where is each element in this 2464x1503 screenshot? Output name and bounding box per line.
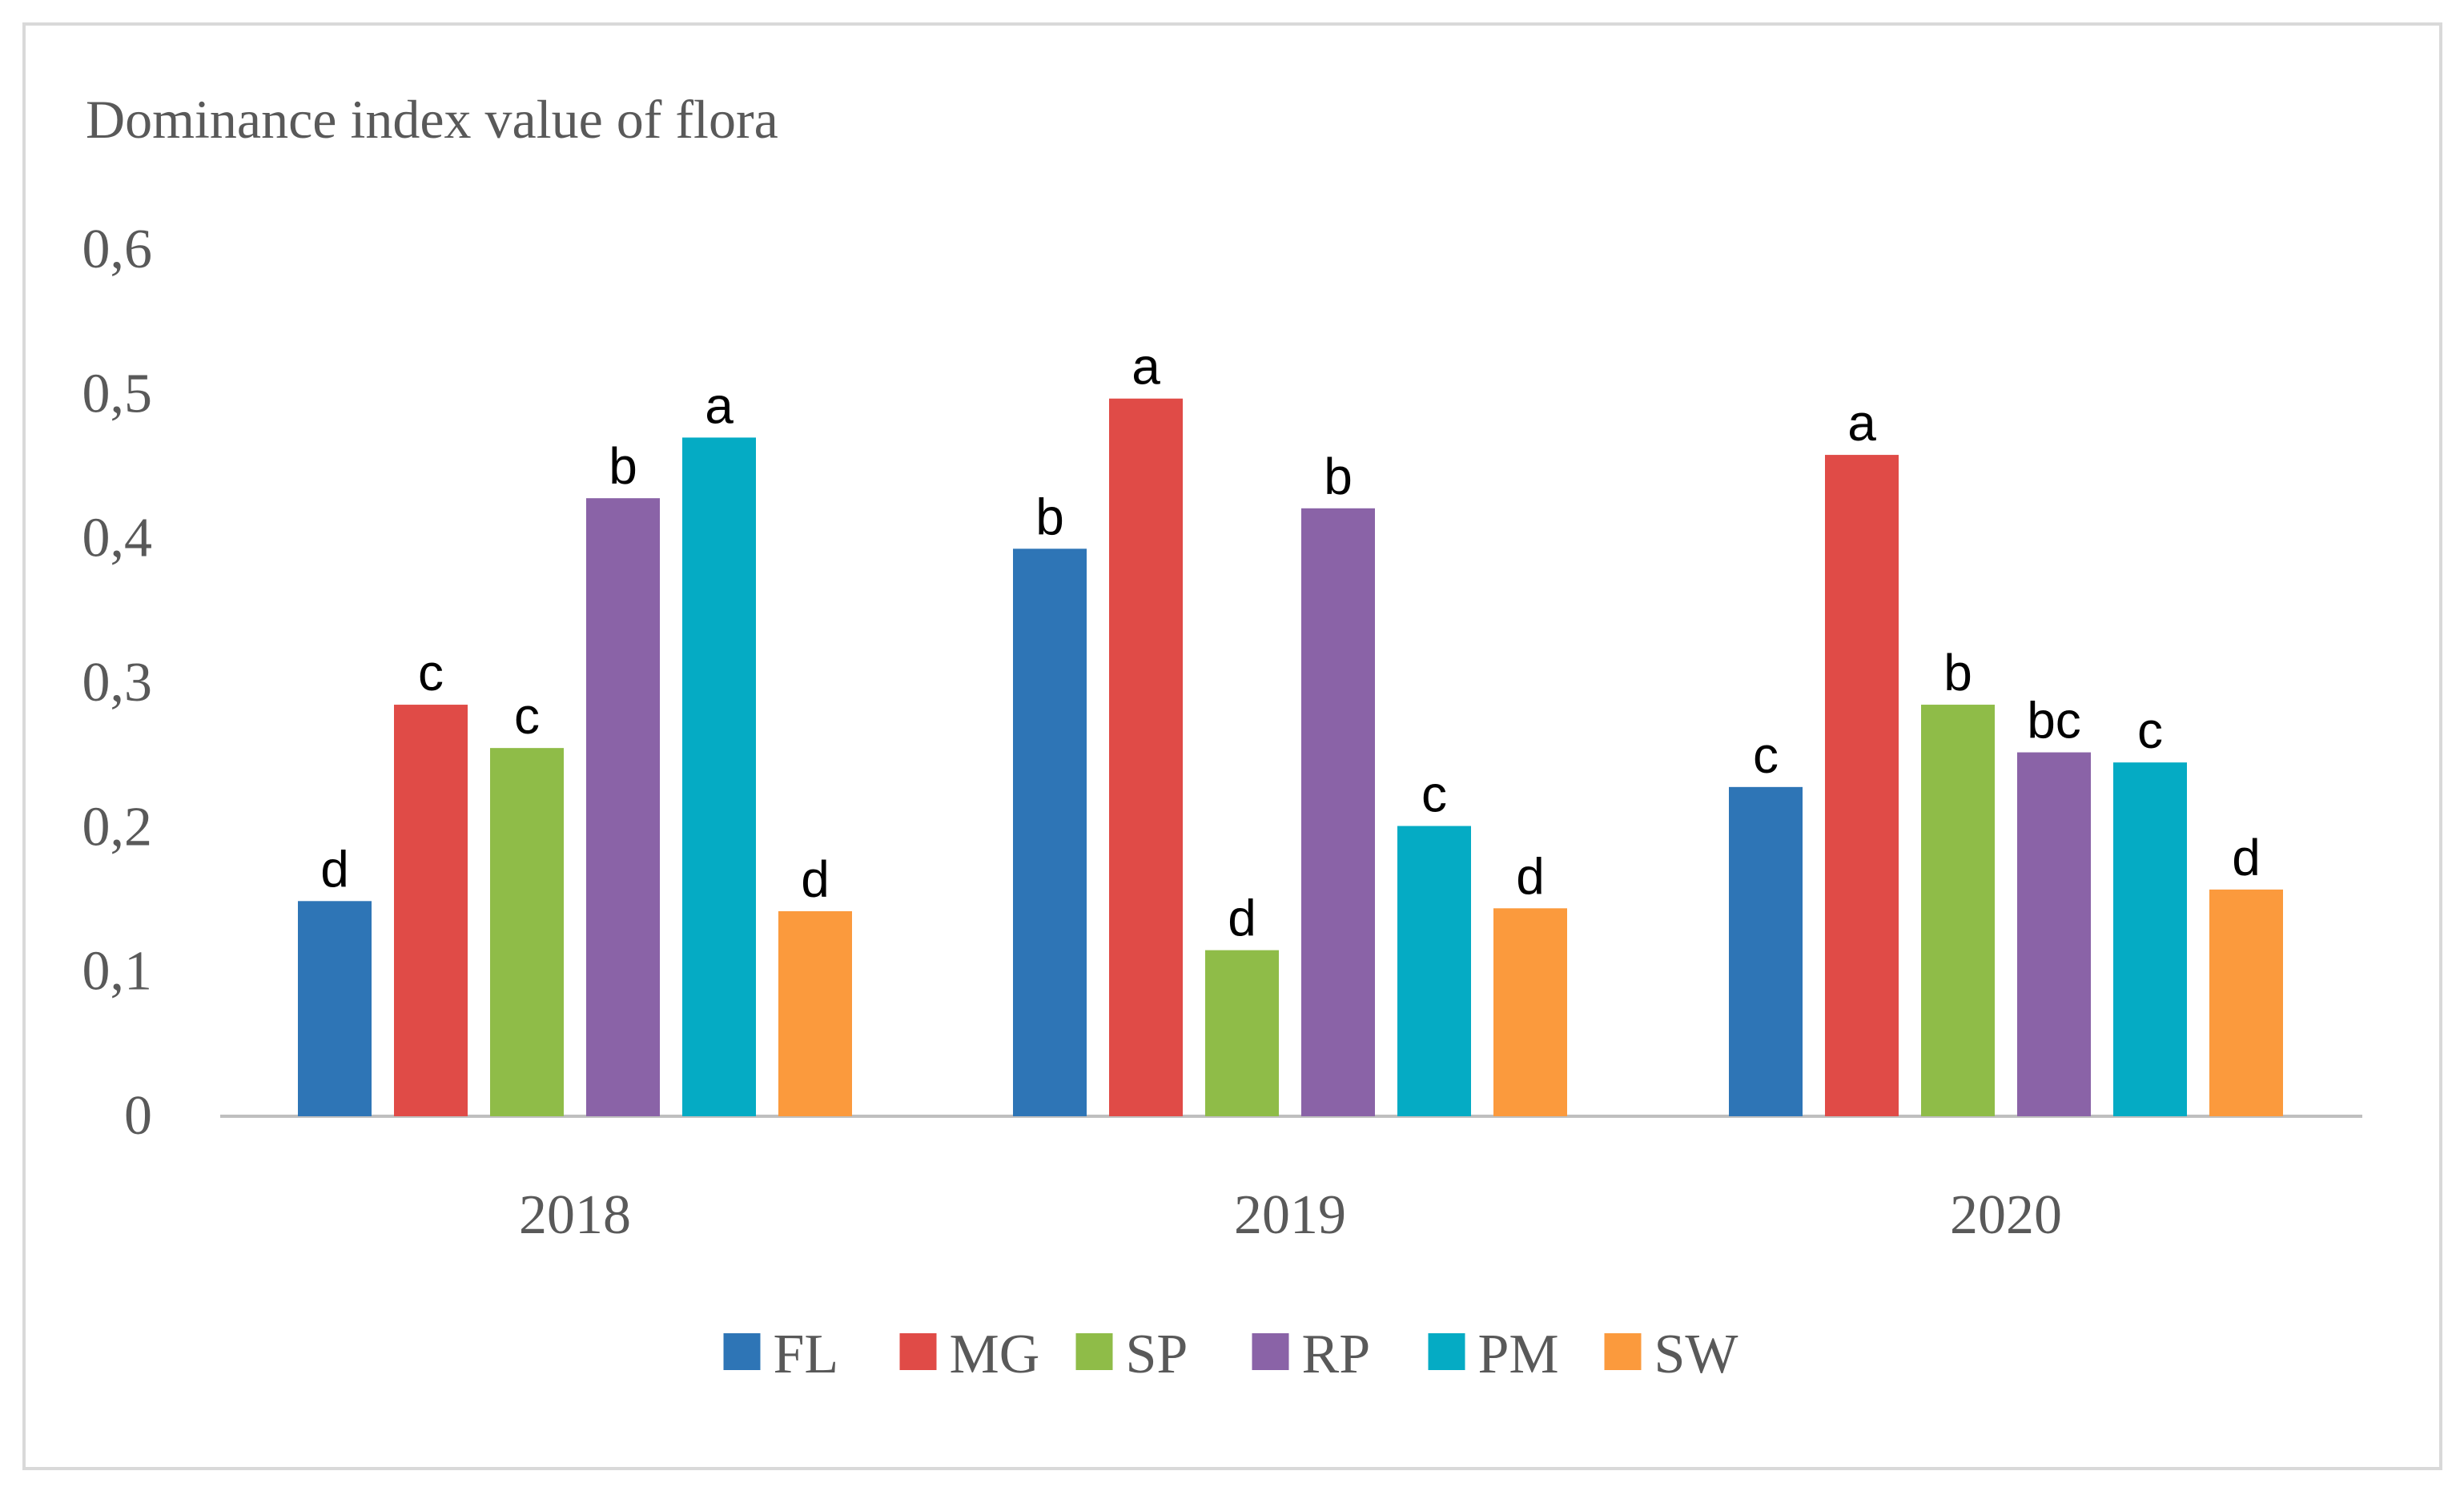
bar-rp-2018 xyxy=(586,498,660,1116)
legend-label: FL xyxy=(774,1324,839,1385)
legend-item-sw: SW xyxy=(1604,1324,1738,1385)
bar-letter-label: b xyxy=(1943,644,1972,701)
y-tick-label: 0,2 xyxy=(82,796,153,858)
legend-label: MG xyxy=(950,1324,1040,1385)
y-tick-label: 0,3 xyxy=(82,652,153,713)
legend-label: SW xyxy=(1654,1324,1738,1385)
legend-item-sp: SP xyxy=(1075,1324,1188,1385)
bar-letter-label: c xyxy=(418,644,444,701)
bars xyxy=(298,398,2283,1116)
x-tick-label: 2018 xyxy=(519,1184,631,1246)
legend-swatch xyxy=(1252,1333,1289,1370)
legend-item-fl: FL xyxy=(723,1324,839,1385)
legend-swatch xyxy=(1075,1333,1113,1370)
legend-item-mg: MG xyxy=(899,1324,1040,1385)
legend-swatch xyxy=(1604,1333,1642,1370)
bar-letter-label: d xyxy=(1228,890,1256,947)
x-tick-label: 2020 xyxy=(1950,1184,2062,1246)
bar-sw-2018 xyxy=(778,910,852,1116)
x-tick-label: 2019 xyxy=(1234,1184,1346,1246)
bar-letter-label: a xyxy=(1847,394,1876,452)
legend-item-pm: PM xyxy=(1428,1324,1559,1385)
legend: FL MG SP RP PM SW xyxy=(723,1324,1738,1385)
bar-letter-label: a xyxy=(705,376,734,434)
y-tick-label: 0,4 xyxy=(82,508,153,569)
bar-pm-2018 xyxy=(682,437,756,1116)
bar-letter-label: bc xyxy=(2027,692,2081,749)
bar-fl-2018 xyxy=(298,901,372,1116)
bar-sw-2019 xyxy=(1493,908,1567,1116)
bar-mg-2020 xyxy=(1825,455,1899,1116)
legend-label: RP xyxy=(1302,1324,1371,1385)
bar-letter-label: c xyxy=(1421,766,1447,823)
y-tick-label: 0,5 xyxy=(82,363,153,424)
bar-letter-label: d xyxy=(320,840,349,898)
bar-letter-label: d xyxy=(1516,847,1545,905)
bar-letter-label: a xyxy=(1132,338,1160,396)
bar-rp-2019 xyxy=(1301,508,1375,1116)
bar-sw-2020 xyxy=(2209,889,2283,1116)
y-tick-label: 0 xyxy=(124,1085,152,1147)
legend-item-rp: RP xyxy=(1252,1324,1371,1385)
bar-letter-label: d xyxy=(2232,829,2261,886)
legend-swatch xyxy=(899,1333,937,1370)
y-axis: 0 0,1 0,2 0,3 0,4 0,5 0,6 xyxy=(82,219,153,1147)
bar-sp-2020 xyxy=(1921,705,1995,1116)
bar-letter-label: b xyxy=(609,437,637,495)
bar-rp-2020 xyxy=(2017,752,2091,1116)
bar-letter-label: c xyxy=(2137,701,2163,759)
bar-letter-label: c xyxy=(514,687,540,745)
y-tick-label: 0,6 xyxy=(82,219,153,280)
bar-pm-2019 xyxy=(1397,826,1471,1116)
legend-swatch xyxy=(1428,1333,1465,1370)
bar-pm-2020 xyxy=(2113,762,2187,1116)
x-axis: 2018 2019 2020 xyxy=(220,1115,2362,1246)
bar-sp-2018 xyxy=(490,748,564,1116)
legend-swatch xyxy=(723,1333,761,1370)
bar-letter-label: c xyxy=(1753,726,1779,784)
bar-fl-2020 xyxy=(1729,786,1803,1116)
legend-label: PM xyxy=(1478,1324,1559,1385)
legend-label: SP xyxy=(1126,1324,1188,1385)
bar-sp-2019 xyxy=(1205,950,1279,1116)
bar-letter-label: d xyxy=(801,850,830,908)
y-tick-label: 0,1 xyxy=(82,941,153,1003)
bar-mg-2019 xyxy=(1109,398,1183,1116)
bar-mg-2018 xyxy=(394,705,468,1116)
bar-letter-label: b xyxy=(1035,488,1064,545)
chart-title: Dominance index value of flora xyxy=(86,89,778,150)
bar-letter-label: b xyxy=(1324,448,1353,505)
bar-fl-2019 xyxy=(1013,549,1087,1116)
